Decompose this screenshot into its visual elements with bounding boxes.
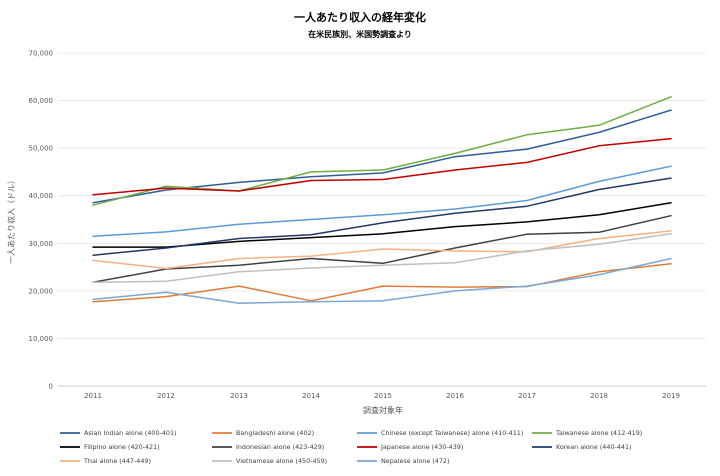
y-tick-label: 30,000 [29,240,54,248]
y-tick-label: 40,000 [29,192,54,200]
series-line-6 [92,137,672,196]
legend-item: Vietnamese alone (450-459) [212,457,327,465]
x-axis-ticks: 2011 2012 2013 2014 2015 2016 2017 2018 2019 [84,392,680,400]
series-line-5 [92,214,672,284]
legend-item: Asian Indian alone (400-401) [60,429,177,437]
series-line-2 [92,165,672,237]
legend-label: Vietnamese alone (450-459) [236,457,327,465]
legend-item: Chinese (except Taiwanese) alone (410-41… [357,429,523,437]
chart-subtitle: 在米民族別、米国勢調査より [308,29,412,39]
series-line-1 [92,262,672,303]
legend-label: Chinese (except Taiwanese) alone (410-41… [381,429,523,437]
legend-item: Indonesian alone (423-429) [212,443,324,451]
series-line-7 [92,177,672,256]
gridlines [58,52,706,387]
legend-label: Japanese alone (430-439) [380,443,463,451]
legend-item: Korean alone (440-441) [532,443,632,451]
legend-item: Filipino alone (420-421) [60,443,160,451]
series-line-9 [92,233,672,284]
legend-item: Taiwanese alone (412-419) [532,429,642,437]
series-line-3 [92,96,672,206]
series-lines [92,96,672,304]
x-tick-label: 2014 [302,392,320,400]
y-axis-ticks: 0 10,000 20,000 30,000 40,000 50,000 60,000 70,… [29,50,54,391]
legend: Asian Indian alone (400-401) Bangladeshi … [60,429,642,465]
series-line-10 [92,257,672,304]
y-tick-label: 60,000 [29,97,54,105]
y-tick-label: 50,000 [29,145,54,153]
y-tick-label: 20,000 [29,287,54,295]
x-tick-label: 2012 [157,392,175,400]
y-tick-label: 10,000 [29,335,54,343]
x-tick-label: 2015 [374,392,392,400]
series-line-8 [92,230,672,270]
y-tick-label: 70,000 [29,50,54,58]
legend-item: Bangladeshi alone (402) [212,429,314,437]
x-tick-label: 2019 [662,392,680,400]
legend-label: Indonesian alone (423-429) [236,443,324,451]
legend-label: Thai alone (447-449) [83,457,151,465]
x-tick-label: 2017 [518,392,536,400]
y-axis-title: 一人あたり収入（ドル） [6,176,16,264]
x-tick-label: 2016 [446,392,464,400]
x-tick-label: 2018 [590,392,608,400]
x-tick-label: 2013 [230,392,248,400]
x-axis-title: 調査対象年 [363,405,403,415]
legend-label: Filipino alone (420-421) [84,443,160,451]
legend-item: Nepalese alone (472) [357,457,449,465]
legend-label: Asian Indian alone (400-401) [84,429,177,437]
legend-item: Thai alone (447-449) [60,457,151,465]
x-tick-label: 2011 [84,392,102,400]
legend-label: Taiwanese alone (412-419) [555,429,642,437]
legend-label: Nepalese alone (472) [381,457,449,465]
y-tick-label: 0 [49,383,53,391]
chart-title: 一人あたり収入の経年変化 [294,10,426,24]
legend-label: Korean alone (440-441) [556,443,632,451]
legend-label: Bangladeshi alone (402) [236,429,314,437]
legend-item: Japanese alone (430-439) [357,443,463,451]
